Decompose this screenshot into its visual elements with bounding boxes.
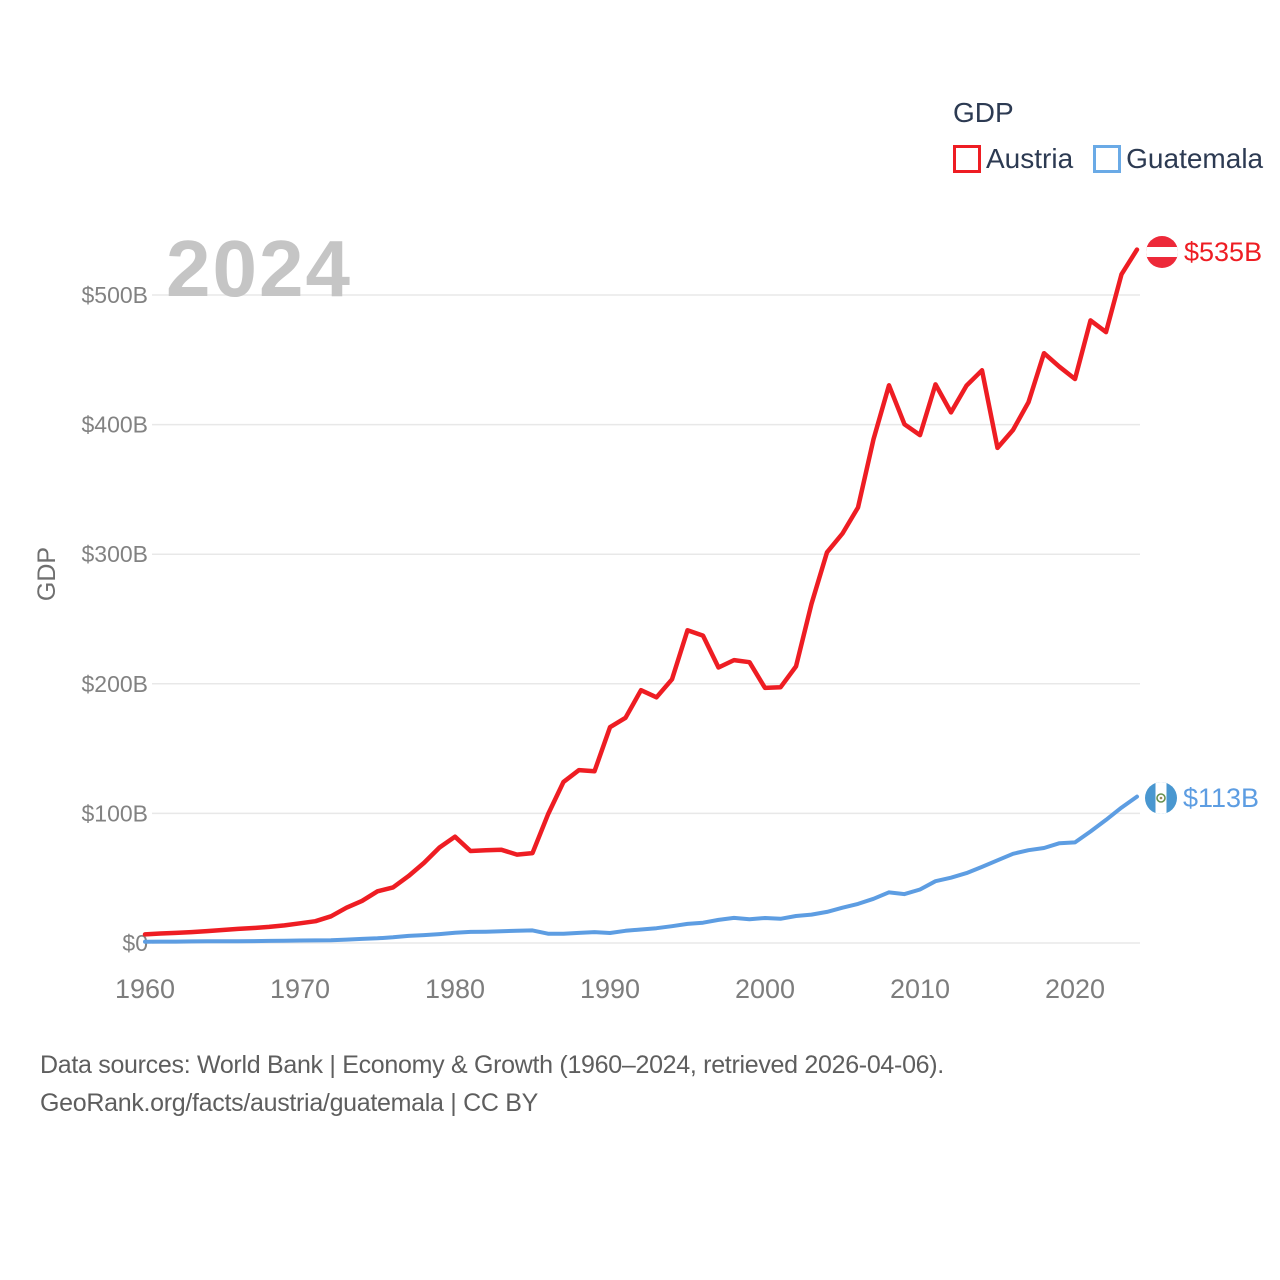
year-watermark: 2024 xyxy=(166,224,352,313)
legend-title: GDP xyxy=(953,97,1014,128)
y-tick-label: $200B xyxy=(81,671,148,697)
legend-item-austria[interactable]: Austria xyxy=(953,143,1073,175)
y-tick-label: $400B xyxy=(81,412,148,438)
y-tick-label: $500B xyxy=(81,282,148,308)
x-tick-label: 2000 xyxy=(735,974,795,1004)
legend-item-guatemala[interactable]: Guatemala xyxy=(1093,143,1263,175)
footer-line-1: Data sources: World Bank | Economy & Gro… xyxy=(40,1051,944,1079)
x-tick-label: 2010 xyxy=(890,974,950,1004)
end-label-austria-value: $535B xyxy=(1184,236,1263,267)
y-tick-label: $100B xyxy=(81,800,148,826)
x-tick-label: 1960 xyxy=(115,974,175,1004)
y-tick-label: $300B xyxy=(81,541,148,567)
series-line-austria[interactable] xyxy=(142,247,1140,937)
footer: Data sources: World Bank | Economy & Gro… xyxy=(40,1046,944,1122)
guatemala-flag-icon xyxy=(1145,782,1177,814)
gridlines-group xyxy=(152,294,1140,944)
end-label-guatemala-value: $113B xyxy=(1183,782,1260,813)
x-tick-label: 1990 xyxy=(580,974,640,1004)
austria-swatch-icon xyxy=(953,145,981,173)
end-label-guatemala: $113B xyxy=(1145,782,1259,814)
x-tick-label: 2020 xyxy=(1045,974,1105,1004)
x-tick-label: 1980 xyxy=(425,974,485,1004)
y-axis-title: GDP xyxy=(33,546,61,602)
footer-line-2: GeoRank.org/facts/austria/guatemala | CC… xyxy=(40,1089,539,1117)
series-line-guatemala[interactable] xyxy=(143,794,1139,944)
legend-row: Austria Guatemala xyxy=(953,143,1263,175)
series-lines-group xyxy=(142,247,1140,944)
end-label-austria: $535B xyxy=(1146,236,1262,268)
x-tick-label: 1970 xyxy=(270,974,330,1004)
legend-label-guatemala: Guatemala xyxy=(1126,143,1264,174)
austria-flag-icon xyxy=(1146,236,1178,268)
legend-label-austria: Austria xyxy=(986,143,1074,174)
guatemala-swatch-icon xyxy=(1093,145,1122,173)
legend: GDP Austria Guatemala xyxy=(953,97,1263,175)
